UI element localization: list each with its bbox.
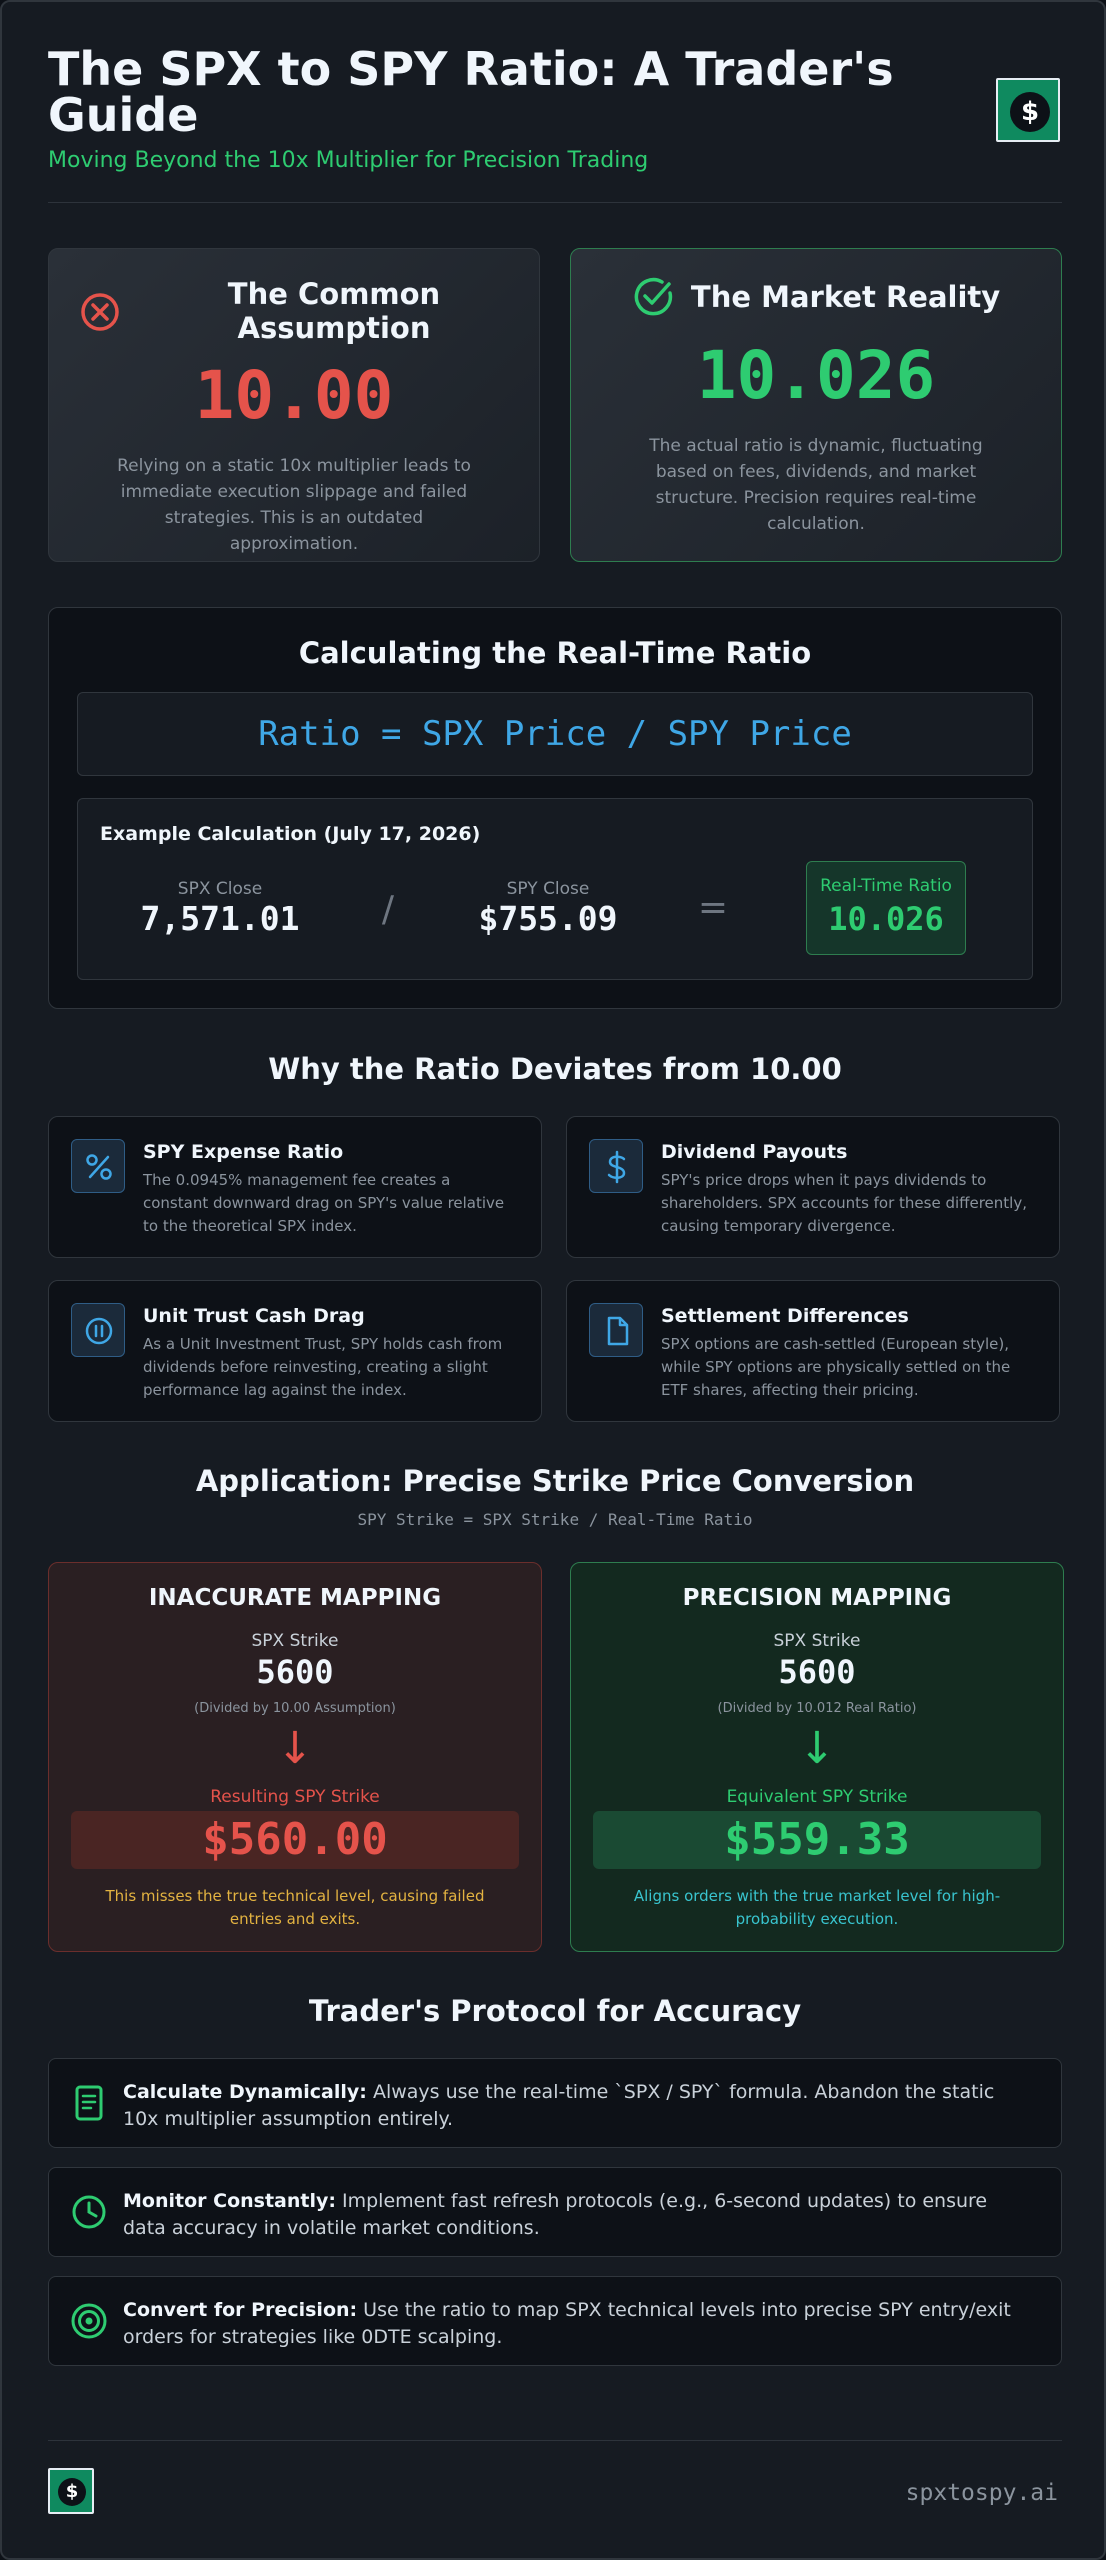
assumption-card: The Common Assumption 10.00 Relying on a… xyxy=(48,248,540,562)
spx-close-label: SPX Close xyxy=(177,879,263,899)
document-icon xyxy=(589,1303,643,1357)
divide-symbol: / xyxy=(381,889,395,930)
protocol-text: Calculate Dynamically: Always use the re… xyxy=(123,2079,1021,2133)
brand-logo: $ xyxy=(996,78,1060,142)
protocol-title: Trader's Protocol for Accuracy xyxy=(308,1994,802,2028)
calculation-title: Calculating the Real-Time Ratio xyxy=(298,636,812,670)
protocol-bold: Convert for Precision: xyxy=(123,2299,358,2321)
reality-title: The Market Reality xyxy=(690,280,1001,314)
x-circle-icon xyxy=(81,293,119,331)
arrow-down-icon: ↓ xyxy=(798,1723,836,1774)
calculation-panel: Calculating the Real-Time Ratio Ratio = … xyxy=(48,607,1062,1009)
protocol-item-monitor: Monitor Constantly: Implement fast refre… xyxy=(48,2167,1062,2257)
spx-strike-value: 5600 xyxy=(778,1653,856,1691)
protocol-body: Always use the real-time `SPX / SPY` for… xyxy=(123,2081,995,2130)
protocol-item-calculate: Calculate Dynamically: Always use the re… xyxy=(48,2058,1062,2148)
reality-value: 10.026 xyxy=(696,337,936,414)
protocol-text: Monitor Constantly: Implement fast refre… xyxy=(123,2188,1021,2242)
feature-title: Unit Trust Cash Drag xyxy=(143,1305,365,1327)
mapping-title: INACCURATE MAPPING xyxy=(148,1585,442,1611)
feature-title: Settlement Differences xyxy=(661,1305,909,1327)
protocol-body: Use the ratio to map SPX technical level… xyxy=(123,2299,1011,2348)
result-label: Real-Time Ratio xyxy=(820,876,952,896)
divider xyxy=(48,202,1062,203)
mapping-footer: This misses the true technical level, ca… xyxy=(105,1887,485,1928)
spx-strike-value: 5600 xyxy=(256,1653,334,1691)
reality-description: The actual ratio is dynamic, fluctuating… xyxy=(649,436,983,534)
result-value: 10.026 xyxy=(828,900,944,938)
assumption-value: 10.00 xyxy=(194,357,394,434)
feature-title: Dividend Payouts xyxy=(661,1141,848,1163)
strike-formula: SPY Strike = SPX Strike / Real-Time Rati… xyxy=(357,1510,753,1529)
deviation-title: Why the Ratio Deviates from 10.00 xyxy=(268,1052,842,1086)
precision-mapping-card: PRECISION MAPPING SPX Strike 5600 (Divid… xyxy=(570,1562,1064,1952)
reality-heading: The Market Reality xyxy=(571,275,1061,319)
footer-url[interactable]: spxtospy.ai xyxy=(905,2480,1058,2506)
spx-close-value: 7,571.01 xyxy=(140,899,300,938)
check-circle-icon xyxy=(634,277,672,316)
spx-strike-label: SPX Strike xyxy=(773,1631,861,1651)
feature-description: As a Unit Investment Trust, SPY holds ca… xyxy=(143,1335,503,1399)
assumption-title: The Common Assumption xyxy=(227,277,441,345)
spx-strike-label: SPX Strike xyxy=(251,1631,339,1651)
example-box: Example Calculation (July 17, 2026) SPX … xyxy=(77,798,1033,980)
arrow-down-icon: ↓ xyxy=(276,1723,314,1774)
inaccurate-mapping-card: INACCURATE MAPPING SPX Strike 5600 (Divi… xyxy=(48,1562,542,1952)
protocol-body: Implement fast refresh protocols (e.g., … xyxy=(123,2190,988,2239)
example-title: Example Calculation (July 17, 2026) xyxy=(100,823,481,845)
header: The SPX to SPY Ratio: A Trader's Guide M… xyxy=(48,46,1062,173)
feature-title: SPY Expense Ratio xyxy=(143,1141,344,1163)
assumption-description: Relying on a static 10x multiplier leads… xyxy=(117,456,471,554)
percent-icon xyxy=(71,1139,125,1193)
mapping-footer: Aligns orders with the true market level… xyxy=(633,1887,1001,1928)
protocol-item-convert: Convert for Precision: Use the ratio to … xyxy=(48,2276,1062,2366)
dollar-icon xyxy=(589,1139,643,1193)
spy-close-value: $755.09 xyxy=(478,899,618,938)
protocol-bold: Calculate Dynamically: xyxy=(123,2081,367,2103)
dollar-coin-icon: $ xyxy=(1010,92,1050,132)
result-value: $559.33 xyxy=(593,1811,1041,1869)
footer-divider xyxy=(48,2440,1062,2441)
protocol-bold: Monitor Constantly: xyxy=(123,2190,336,2212)
ratio-formula: Ratio = SPX Price / SPY Price xyxy=(77,692,1033,776)
mapping-title: PRECISION MAPPING xyxy=(682,1585,952,1611)
spy-close-label: SPY Close xyxy=(506,879,590,899)
page-title: The SPX to SPY Ratio: A Trader's Guide xyxy=(48,42,894,142)
mapping-note: (Divided by 10.00 Assumption) xyxy=(194,1701,396,1716)
dollar-coin-icon: $ xyxy=(58,2478,86,2506)
result-box: Real-Time Ratio 10.026 xyxy=(806,861,966,955)
document-list-icon xyxy=(75,2085,103,2121)
result-label: Resulting SPY Strike xyxy=(210,1787,380,1807)
equals-symbol: = xyxy=(697,887,729,928)
feature-description: SPX options are cash-settled (European s… xyxy=(661,1335,1011,1399)
feature-settlement: Settlement Differences SPX options are c… xyxy=(566,1280,1060,1422)
feature-cash-drag: Unit Trust Cash Drag As a Unit Investmen… xyxy=(48,1280,542,1422)
target-icon xyxy=(71,2303,107,2339)
feature-expense-ratio: SPY Expense Ratio The 0.0945% management… xyxy=(48,1116,542,1258)
reality-card: The Market Reality 10.026 The actual rat… xyxy=(570,248,1062,562)
clock-icon xyxy=(72,2195,106,2229)
result-label: Equivalent SPY Strike xyxy=(726,1787,908,1807)
feature-description: SPY's price drops when it pays dividends… xyxy=(661,1171,1027,1235)
feature-dividend-payouts: Dividend Payouts SPY's price drops when … xyxy=(566,1116,1060,1258)
application-title: Application: Precise Strike Price Conver… xyxy=(195,1464,915,1498)
protocol-text: Convert for Precision: Use the ratio to … xyxy=(123,2297,1021,2351)
footer-logo: $ xyxy=(48,2468,94,2514)
page-subtitle: Moving Beyond the 10x Multiplier for Pre… xyxy=(48,148,649,173)
mapping-note: (Divided by 10.012 Real Ratio) xyxy=(717,1701,917,1716)
feature-description: The 0.0945% management fee creates a con… xyxy=(143,1171,505,1235)
pause-circle-icon xyxy=(71,1303,125,1357)
result-value: $560.00 xyxy=(71,1811,519,1869)
